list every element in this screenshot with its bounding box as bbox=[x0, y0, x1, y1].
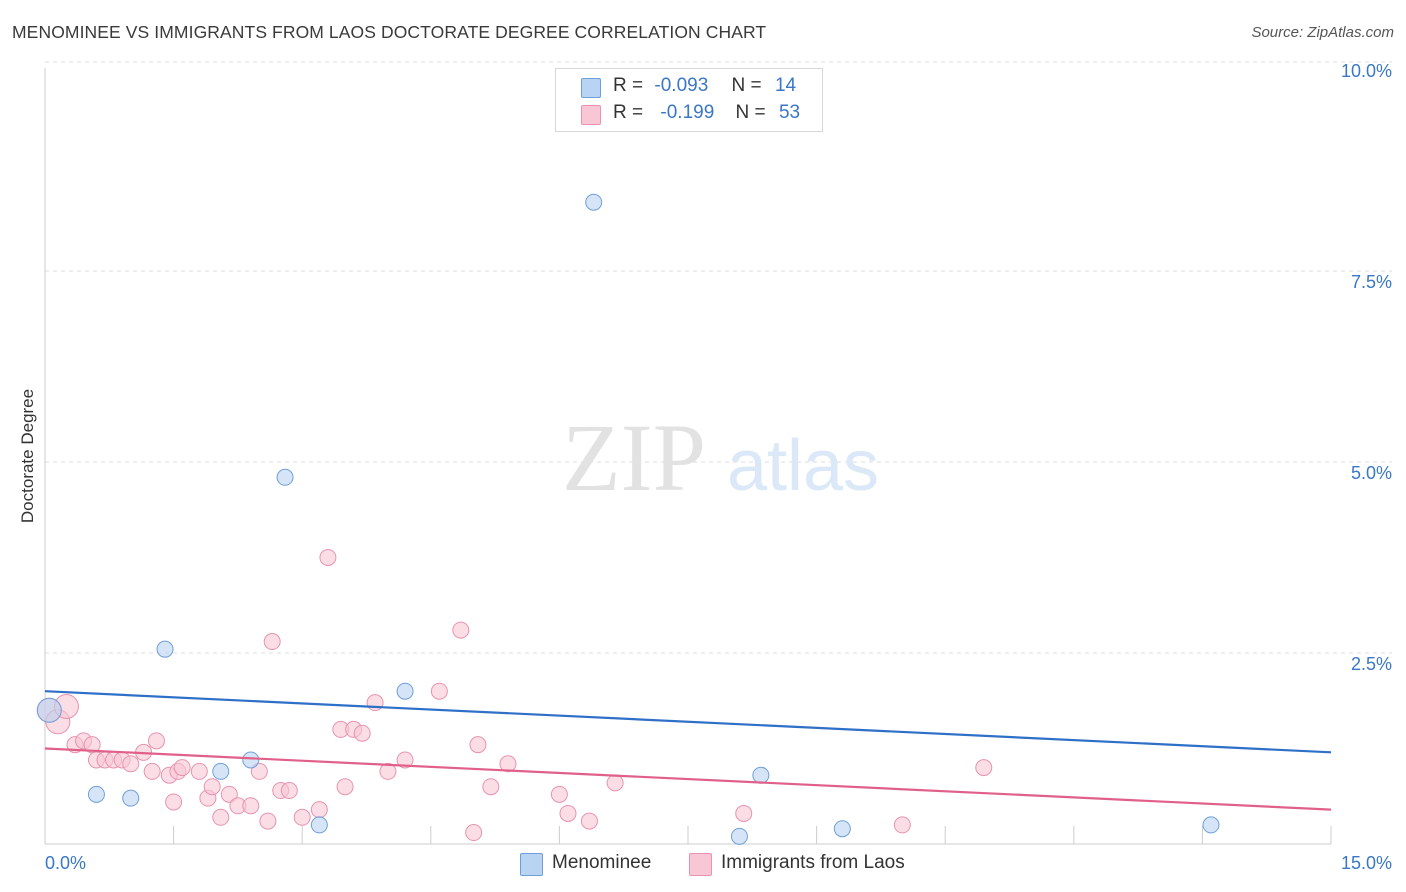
laos-point-29 bbox=[280, 782, 298, 800]
laos-point-17 bbox=[173, 759, 191, 777]
laos-point-38 bbox=[379, 762, 397, 780]
menominee-r-value: -0.093 bbox=[654, 75, 709, 96]
laos-point-48 bbox=[580, 812, 598, 830]
x-tick-label-0: 0.0% bbox=[45, 853, 86, 873]
laos-point-18 bbox=[190, 762, 208, 780]
laos-point-26 bbox=[259, 812, 277, 830]
laos-point-13 bbox=[147, 732, 165, 750]
laos-point-43 bbox=[469, 736, 487, 754]
bottom-laos-swatch bbox=[689, 853, 712, 876]
stats-legend: R = -0.093 N = 14 R = -0.199 N = 53 bbox=[555, 68, 823, 132]
laos-point-30 bbox=[293, 808, 311, 826]
laos-n-value: 53 bbox=[778, 102, 801, 123]
laos-r-label: R = bbox=[613, 102, 644, 123]
menominee-point-3 bbox=[156, 640, 174, 658]
menominee-point-7 bbox=[310, 816, 328, 834]
laos-point-31 bbox=[310, 801, 328, 819]
source-label: Source: ZipAtlas.com bbox=[1251, 24, 1394, 41]
y-tick-label-2: 7.5% bbox=[1351, 272, 1392, 292]
series-menominee-points bbox=[36, 193, 1220, 845]
laos-point-24 bbox=[242, 797, 260, 815]
laos-point-25 bbox=[250, 762, 268, 780]
menominee-point-1 bbox=[87, 785, 105, 803]
y-tick-label-3: 10.0% bbox=[1341, 61, 1392, 81]
laos-point-10 bbox=[122, 755, 140, 773]
tick-labels: 2.5% 5.0% 7.5% 10.0% 0.0% 15.0% bbox=[45, 61, 1392, 873]
laos-point-41 bbox=[452, 621, 470, 639]
laos-point-22 bbox=[220, 785, 238, 803]
bottom-laos-label: Immigrants from Laos bbox=[721, 852, 905, 873]
laos-r-value: -0.199 bbox=[660, 102, 715, 123]
laos-point-39 bbox=[396, 751, 414, 769]
trend-layer bbox=[44, 690, 1332, 811]
laos-point-21 bbox=[212, 808, 230, 826]
menominee-point-13 bbox=[1202, 816, 1220, 834]
watermark: ZIP atlas bbox=[562, 404, 879, 511]
laos-point-45 bbox=[499, 755, 517, 773]
menominee-point-2 bbox=[122, 789, 140, 807]
watermark-atlas: atlas bbox=[727, 426, 879, 506]
menominee-point-6 bbox=[276, 468, 294, 486]
menominee-point-10 bbox=[730, 827, 748, 845]
menominee-point-9 bbox=[585, 193, 603, 211]
menominee-trend-line bbox=[44, 690, 1332, 754]
laos-point-52 bbox=[975, 759, 993, 777]
laos-point-49 bbox=[606, 774, 624, 792]
laos-point-34 bbox=[336, 778, 354, 796]
menominee-point-5 bbox=[242, 751, 260, 769]
laos-point-47 bbox=[559, 804, 577, 822]
x-tick-label-1: 15.0% bbox=[1341, 853, 1392, 873]
menominee-point-11 bbox=[752, 766, 770, 784]
laos-point-42 bbox=[465, 824, 483, 842]
chart-title: MENOMINEE VS IMMIGRANTS FROM LAOS DOCTOR… bbox=[12, 22, 767, 42]
laos-trend-line bbox=[44, 747, 1332, 811]
menominee-n-value: 14 bbox=[774, 75, 797, 96]
laos-point-50 bbox=[735, 804, 753, 822]
laos-point-32 bbox=[319, 549, 337, 566]
menominee-r-label: R = bbox=[613, 75, 644, 96]
menominee-point-0 bbox=[36, 697, 62, 723]
laos-point-40 bbox=[430, 682, 448, 700]
laos-point-46 bbox=[550, 785, 568, 803]
grid-layer bbox=[45, 61, 1392, 654]
laos-point-15 bbox=[165, 793, 183, 811]
series-laos-points bbox=[36, 549, 993, 842]
menominee-n-label: N = bbox=[731, 75, 762, 96]
bottom-menominee-swatch bbox=[520, 853, 543, 876]
laos-point-27 bbox=[263, 633, 281, 651]
menominee-point-12 bbox=[833, 820, 851, 838]
y-tick-label-0: 2.5% bbox=[1351, 654, 1392, 674]
laos-point-51 bbox=[893, 816, 911, 834]
laos-n-label: N = bbox=[735, 102, 766, 123]
y-axis-label: Doctorate Degree bbox=[18, 388, 37, 524]
y-tick-label-1: 5.0% bbox=[1351, 463, 1392, 483]
menominee-swatch bbox=[581, 78, 601, 98]
laos-point-12 bbox=[143, 762, 161, 780]
bottom-menominee-label: Menominee bbox=[552, 852, 652, 873]
laos-point-20 bbox=[203, 778, 221, 796]
laos-swatch bbox=[581, 105, 601, 125]
watermark-zip: ZIP bbox=[562, 404, 706, 511]
laos-point-37 bbox=[366, 694, 384, 712]
laos-point-44 bbox=[482, 778, 500, 796]
laos-point-36 bbox=[353, 724, 371, 742]
menominee-point-4 bbox=[212, 762, 230, 780]
menominee-point-8 bbox=[396, 682, 414, 700]
